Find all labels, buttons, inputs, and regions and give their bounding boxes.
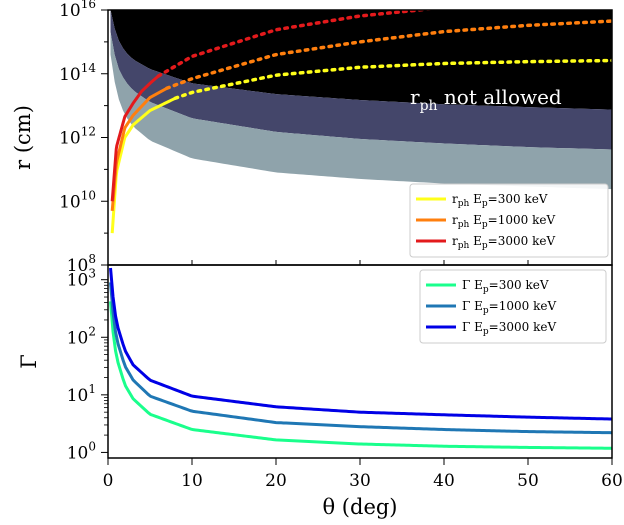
bottom-ytick-label: 101 <box>67 382 96 406</box>
legend-label: Γ Ep=3000 keV <box>462 320 556 337</box>
gamma-series-3 <box>109 267 612 421</box>
bottom-ytick-label: 103 <box>67 267 96 291</box>
top-ytick-label: 108 <box>67 252 96 276</box>
top-panel: rph not allowed <box>110 10 612 234</box>
xtick-label: 0 <box>103 471 114 491</box>
bottom-legend: Γ Ep=300 keV Γ Ep=1000 keV Γ Ep=3000 keV <box>419 269 607 344</box>
rph-series-2-dotted <box>165 19 612 91</box>
legend-label: Γ Ep=300 keV <box>462 278 549 295</box>
top-ytick-label: 1016 <box>59 0 96 21</box>
rph-series-1-solid <box>110 96 176 234</box>
legend-box <box>409 183 609 258</box>
xtick-label: 50 <box>517 471 539 491</box>
not-allowed-annotation: rph not allowed <box>410 85 562 114</box>
xtick-label: 60 <box>601 471 623 491</box>
xtick-label: 10 <box>181 471 203 491</box>
rph-series-2-solid <box>110 86 168 211</box>
top-ylabel: r (cm) <box>11 105 35 170</box>
band-1 <box>110 10 612 150</box>
xtick-label: 40 <box>433 471 455 491</box>
xtick-label: 20 <box>265 471 287 491</box>
xlabel: θ (deg) <box>322 495 397 519</box>
top-legend: rph Ep=300 keV rph Ep=1000 keV rph Ep=3000… <box>409 183 609 258</box>
legend-label: rph Ep=1000 keV <box>452 213 555 230</box>
bottom-ytick-label: 100 <box>67 439 96 463</box>
top-ytick-label: 1012 <box>59 125 96 149</box>
rph-series-3-solid <box>110 74 160 202</box>
legend-label: Γ Ep=1000 keV <box>462 299 556 316</box>
bottom-ylabel: Γ <box>17 354 41 369</box>
legend-label: rph Ep=300 keV <box>452 192 548 209</box>
top-ytick-label: 1014 <box>59 61 96 85</box>
bottom-ytick-label: 102 <box>67 324 96 348</box>
top-plot-area <box>110 10 612 234</box>
top-ytick-label: 1010 <box>59 188 96 212</box>
bottom-plot-area <box>109 267 612 450</box>
forbidden-region <box>110 10 612 110</box>
bottom-panel <box>109 267 612 450</box>
gamma-series-2 <box>109 282 612 435</box>
xtick-label: 30 <box>349 471 371 491</box>
legend-box <box>419 269 607 344</box>
rph-series-3-dotted <box>156 10 437 78</box>
gamma-series-1 <box>109 301 612 450</box>
band-2 <box>110 32 612 190</box>
legend-label: rph Ep=3000 keV <box>452 234 555 251</box>
axes-layer: 108 1010 1012 1014 1016 r (cm) 100 101 102 103 Γ 0 1… <box>11 0 623 519</box>
rph-series-1-dotted <box>173 58 612 101</box>
